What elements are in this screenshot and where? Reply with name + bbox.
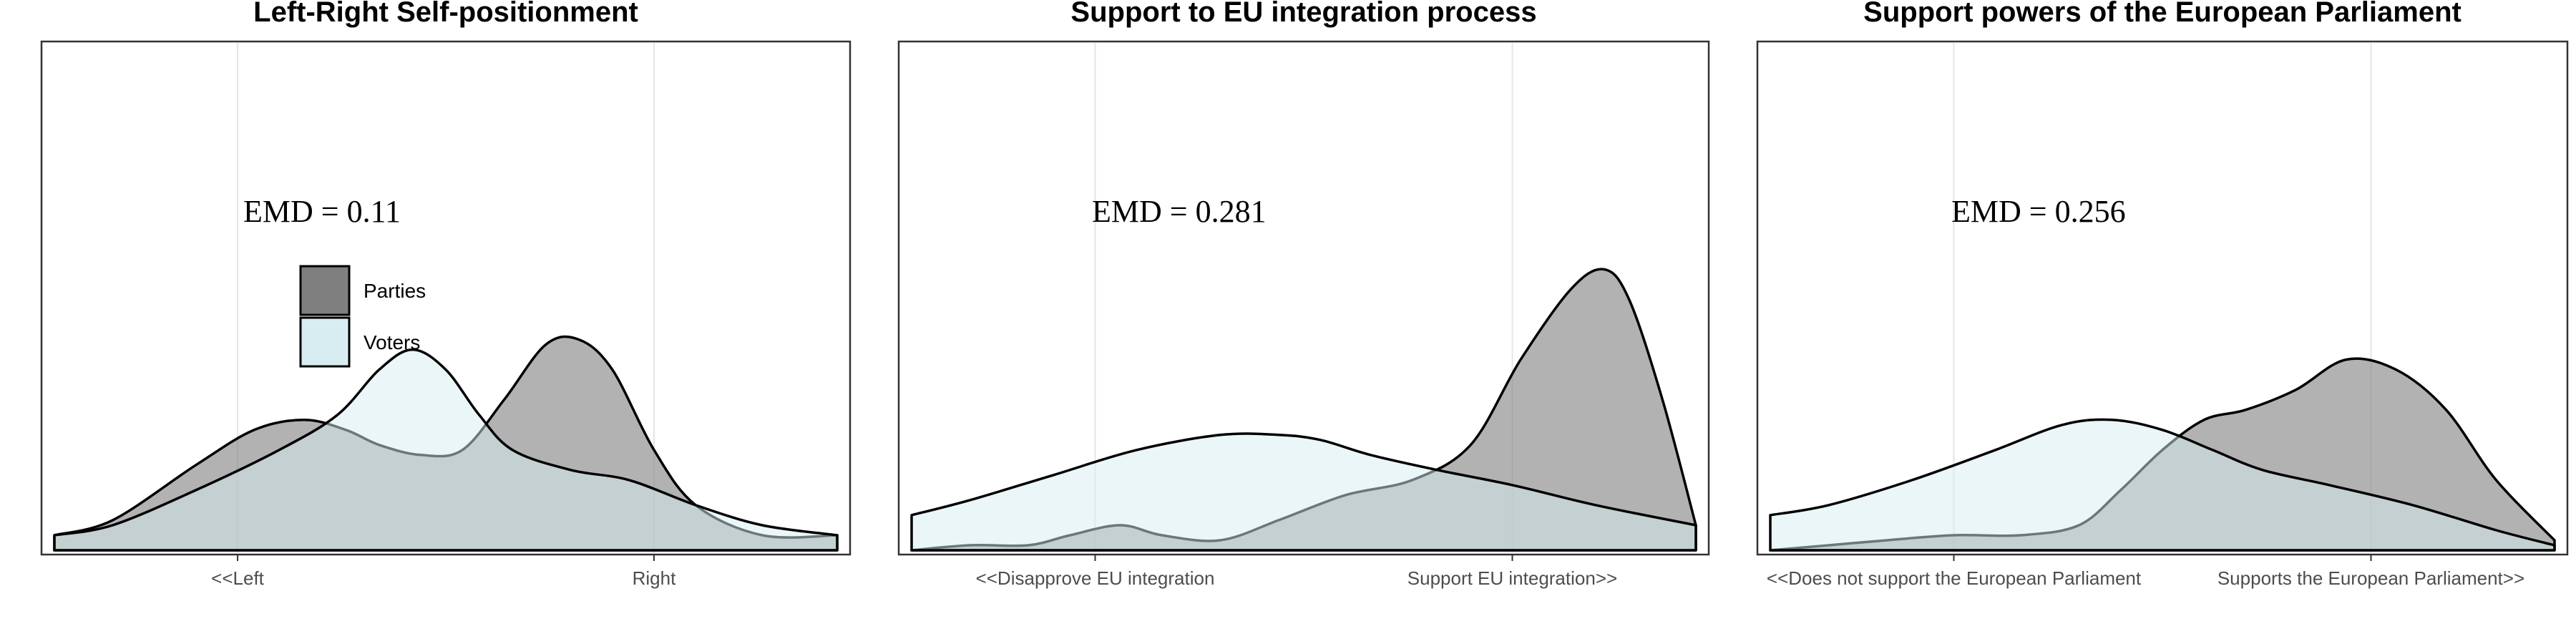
- density-area-voters: [1769, 418, 2556, 552]
- legend-label-parties: Parties: [364, 280, 426, 302]
- panel-title: Left-Right Self-positionment: [253, 0, 638, 28]
- emd-annotation: EMD = 0.256: [1951, 194, 2126, 229]
- panel-title: Support to EU integration process: [1070, 0, 1536, 28]
- x-tick-label: <<Disapprove EU integration: [976, 567, 1215, 589]
- panel-border: [40, 40, 852, 556]
- x-tick-label: Supports the European Parliament>>: [2218, 567, 2524, 589]
- panel-1: Left-Right Self-positionment <<Left Right E…: [40, 0, 852, 589]
- panel-3: Support powers of the European Parliamen…: [1756, 0, 2569, 589]
- emd-annotation: EMD = 0.281: [1092, 194, 1267, 229]
- legend: Parties Voters: [299, 265, 426, 368]
- legend-key-voters: [299, 316, 351, 368]
- x-tick-label: Support EU integration>>: [1407, 567, 1617, 589]
- panel-border: [897, 40, 1710, 556]
- x-tick-label: <<Does not support the European Parliame…: [1767, 567, 2142, 589]
- legend-key-parties: [299, 265, 351, 316]
- x-tick-label: <<Left: [211, 567, 265, 589]
- panel-title: Support powers of the European Parliamen…: [1863, 0, 2462, 28]
- density-area-voters: [910, 432, 1697, 552]
- emd-annotation: EMD = 0.11: [243, 194, 401, 229]
- legend-label-voters: Voters: [364, 331, 420, 353]
- density-area-voters: [53, 348, 839, 552]
- x-tick-label: Right: [633, 567, 676, 589]
- panel-border: [1756, 40, 2569, 556]
- panel-2: Support to EU integration process <<Disap…: [897, 0, 1710, 589]
- panels: Left-Right Self-positionment <<Left Right E…: [40, 0, 2569, 589]
